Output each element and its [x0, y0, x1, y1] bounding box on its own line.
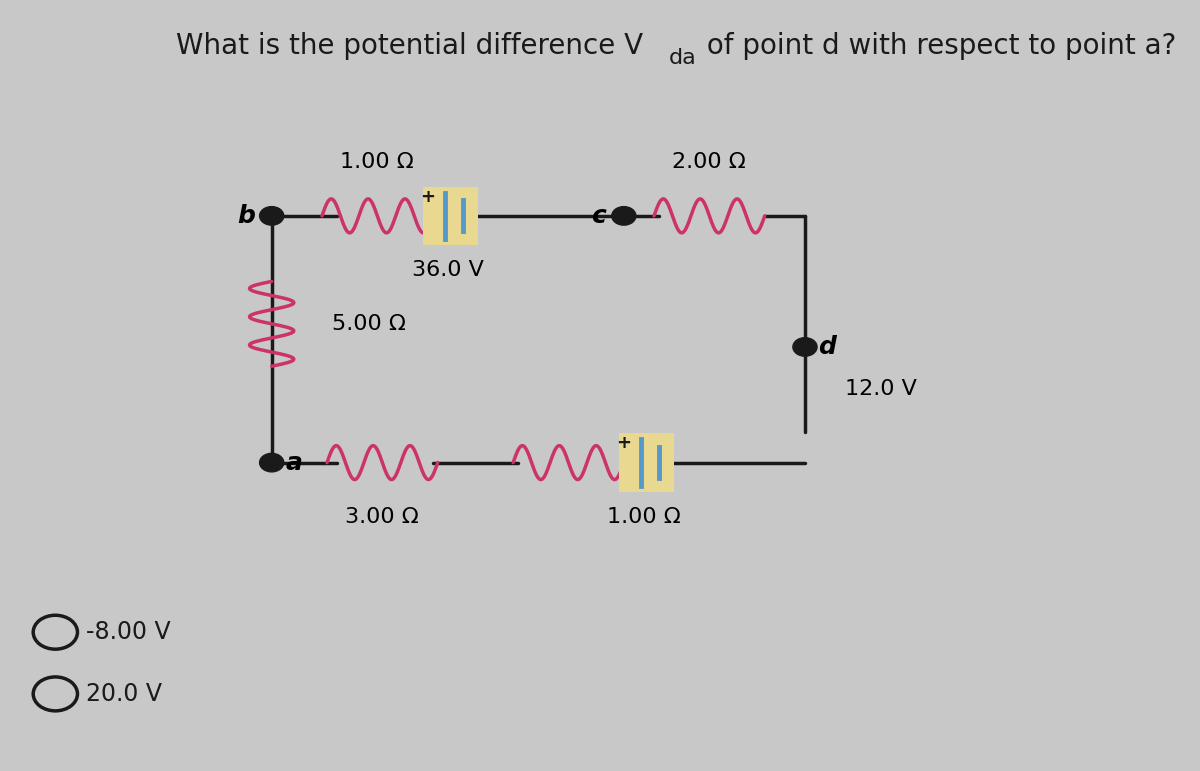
- Text: 3.00 Ω: 3.00 Ω: [346, 507, 419, 527]
- Circle shape: [612, 207, 636, 225]
- Text: of point d with respect to point a?: of point d with respect to point a?: [698, 32, 1177, 60]
- Text: What is the potential difference V: What is the potential difference V: [176, 32, 643, 60]
- Text: 1.00 Ω: 1.00 Ω: [607, 507, 680, 527]
- Text: d: d: [818, 335, 836, 359]
- Text: 20.0 V: 20.0 V: [85, 682, 162, 706]
- Text: 2.00 Ω: 2.00 Ω: [672, 152, 746, 172]
- Text: b: b: [238, 204, 256, 228]
- Text: +: +: [617, 434, 631, 453]
- Circle shape: [259, 453, 283, 472]
- Bar: [422, 187, 478, 245]
- Text: da: da: [670, 48, 697, 68]
- Circle shape: [793, 338, 817, 356]
- Circle shape: [259, 207, 283, 225]
- Text: -8.00 V: -8.00 V: [85, 620, 170, 645]
- Text: c: c: [592, 204, 606, 228]
- Text: 12.0 V: 12.0 V: [845, 379, 917, 399]
- Text: 36.0 V: 36.0 V: [412, 260, 484, 280]
- Bar: [619, 433, 674, 492]
- Text: 5.00 Ω: 5.00 Ω: [332, 314, 406, 334]
- Text: 1.00 Ω: 1.00 Ω: [341, 152, 414, 172]
- Text: a: a: [286, 450, 302, 475]
- Text: +: +: [420, 187, 436, 206]
